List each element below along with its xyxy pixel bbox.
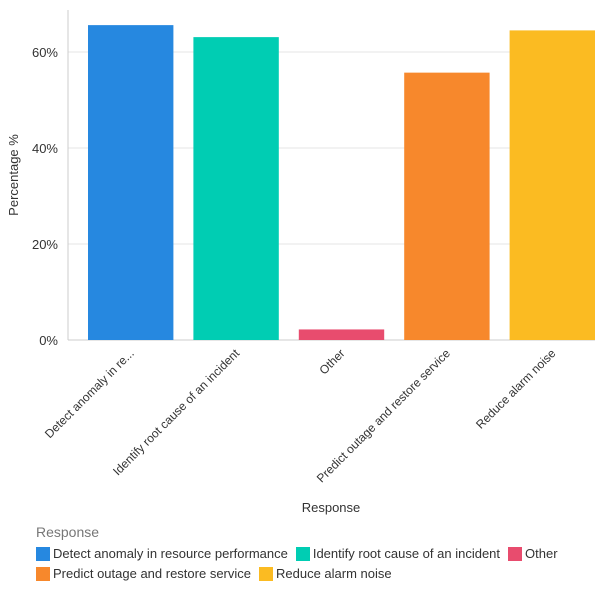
x-tick-label: Identify root cause of an incident bbox=[110, 346, 243, 479]
y-tick-label: 40% bbox=[32, 141, 58, 156]
legend-item[interactable]: Reduce alarm noise bbox=[259, 566, 392, 581]
bar bbox=[193, 37, 279, 341]
legend-item[interactable]: Predict outage and restore service bbox=[36, 566, 251, 581]
y-tick-label: 20% bbox=[32, 237, 58, 252]
x-tick-label: Other bbox=[316, 346, 347, 377]
legend-item[interactable]: Identify root cause of an incident bbox=[295, 546, 500, 561]
x-axis-title: Response bbox=[302, 500, 361, 515]
legend-item[interactable]: Detect anomaly in resource performance bbox=[36, 546, 288, 561]
bar-chart: 0% 20% 40% 60% Detect anomaly in re...Identi… bbox=[6, 10, 595, 515]
legend-swatch bbox=[508, 546, 523, 561]
legend-swatch bbox=[36, 566, 50, 581]
legend: Response Detect anomaly in resource perf… bbox=[36, 524, 558, 586]
bar bbox=[404, 72, 490, 340]
legend-title: Response bbox=[36, 524, 100, 540]
legend-swatch bbox=[36, 546, 50, 561]
y-tick-label: 60% bbox=[32, 45, 58, 60]
bar bbox=[88, 25, 174, 341]
x-tick-label: Detect anomaly in re... bbox=[42, 346, 137, 441]
legend-swatch bbox=[295, 546, 310, 561]
legend-item[interactable]: Other bbox=[508, 546, 558, 561]
x-tick-label: Reduce alarm noise bbox=[473, 346, 559, 432]
bar bbox=[509, 30, 595, 341]
bar bbox=[298, 329, 385, 340]
y-axis-title: Percentage % bbox=[6, 134, 21, 216]
legend-swatch bbox=[259, 566, 273, 581]
y-tick-label: 0% bbox=[39, 333, 58, 348]
